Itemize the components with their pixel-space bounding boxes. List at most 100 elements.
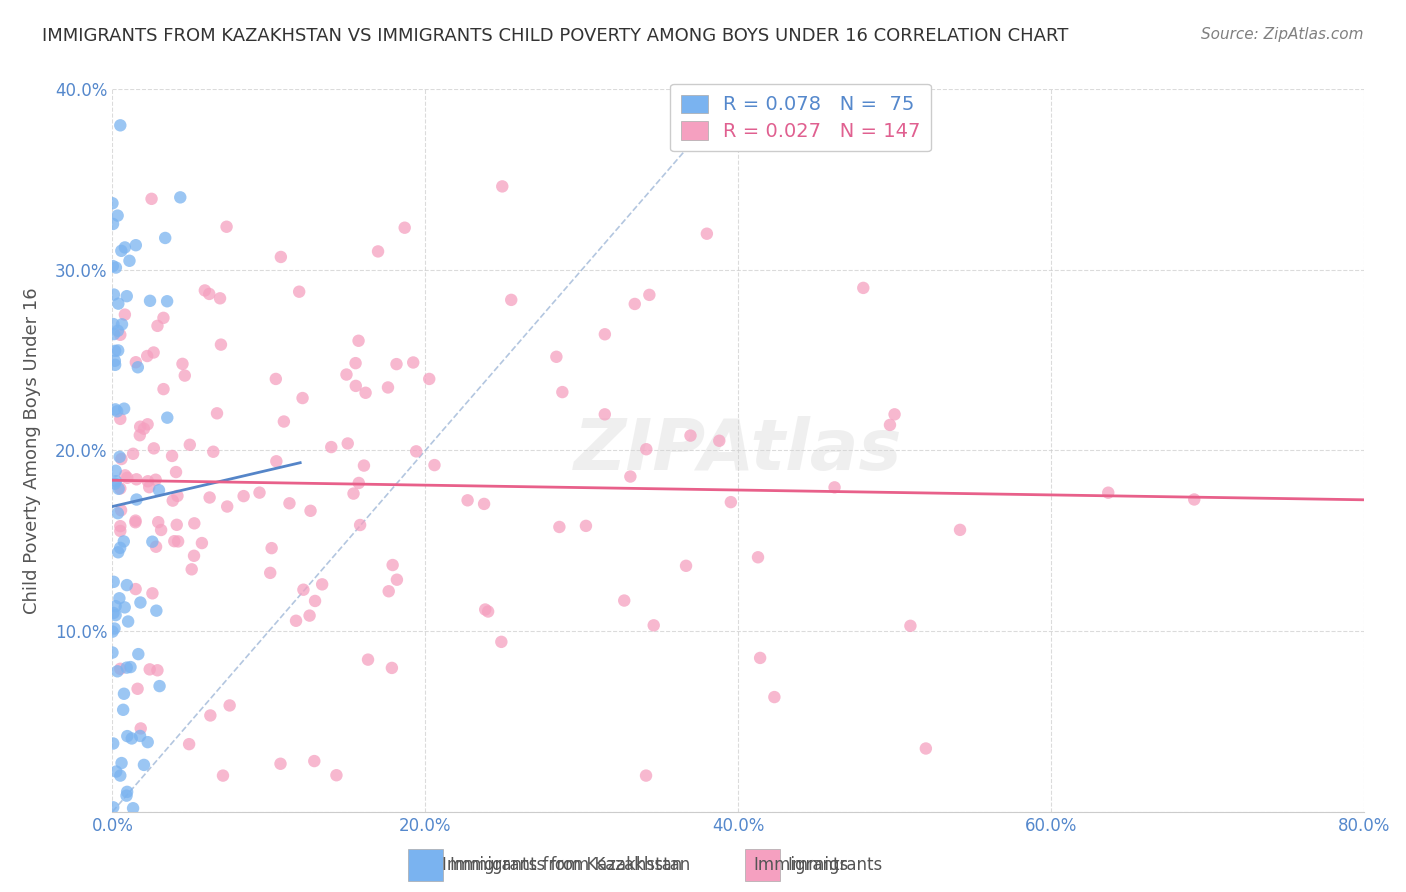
Point xyxy=(136,417,159,432)
Point xyxy=(344,379,367,393)
Point xyxy=(107,209,129,223)
Point xyxy=(148,483,170,498)
Point xyxy=(474,602,496,616)
Point xyxy=(141,586,163,600)
Point xyxy=(852,281,875,295)
Point xyxy=(115,578,138,592)
Point xyxy=(110,118,132,132)
Point xyxy=(110,756,132,770)
Point xyxy=(117,615,139,629)
Point xyxy=(115,289,138,303)
Point xyxy=(104,476,127,491)
Point xyxy=(209,337,232,351)
Legend: R = 0.078   N =  75, R = 0.027   N = 147: R = 0.078 N = 75, R = 0.027 N = 147 xyxy=(671,84,931,152)
Point xyxy=(104,475,127,489)
Point xyxy=(344,356,367,370)
Point xyxy=(117,729,139,743)
Point xyxy=(915,741,938,756)
Point xyxy=(110,482,132,496)
Point xyxy=(593,408,616,422)
Point xyxy=(122,447,145,461)
Point xyxy=(824,480,846,494)
Point xyxy=(501,293,523,307)
Point xyxy=(110,452,132,467)
Point xyxy=(107,506,129,520)
Point xyxy=(205,406,228,420)
Point xyxy=(643,618,665,632)
Text: Immigrants: Immigrants xyxy=(754,856,849,874)
Point xyxy=(636,442,658,457)
Point xyxy=(101,624,124,639)
Point xyxy=(103,287,125,301)
Point xyxy=(114,468,136,483)
Point xyxy=(405,444,427,458)
Point xyxy=(145,473,167,487)
Point xyxy=(105,764,128,779)
Point xyxy=(104,608,127,623)
Point xyxy=(146,663,169,677)
Text: ZIPAtlas: ZIPAtlas xyxy=(574,416,903,485)
Point xyxy=(112,534,135,549)
Point xyxy=(114,600,136,615)
Point xyxy=(127,647,149,661)
Point xyxy=(129,722,152,736)
Point xyxy=(142,345,165,359)
Point xyxy=(638,288,661,302)
Point xyxy=(121,731,143,746)
Y-axis label: Child Poverty Among Boys Under 16: Child Poverty Among Boys Under 16 xyxy=(24,287,41,614)
Point xyxy=(270,250,292,264)
Point xyxy=(110,524,132,538)
Point xyxy=(709,434,731,448)
Point xyxy=(202,444,225,458)
Point xyxy=(148,515,170,529)
Point xyxy=(288,285,311,299)
Point xyxy=(347,475,370,490)
Point xyxy=(136,735,159,749)
Point xyxy=(349,518,371,533)
Point xyxy=(110,244,132,258)
Point xyxy=(127,681,149,696)
Point xyxy=(166,517,188,532)
Point xyxy=(103,574,125,589)
Point xyxy=(104,343,127,358)
Point xyxy=(217,500,239,514)
Point xyxy=(172,357,194,371)
Point xyxy=(273,415,295,429)
Point xyxy=(285,614,308,628)
Point xyxy=(166,489,188,503)
Text: IMMIGRANTS FROM KAZAKHSTAN VS IMMIGRANTS CHILD POVERTY AMONG BOYS UNDER 16 CORRE: IMMIGRANTS FROM KAZAKHSTAN VS IMMIGRANTS… xyxy=(42,27,1069,45)
Point xyxy=(145,540,167,554)
Point xyxy=(457,493,479,508)
Point xyxy=(269,756,291,771)
Point xyxy=(342,486,364,500)
Point xyxy=(160,449,183,463)
Point xyxy=(385,357,408,371)
Point xyxy=(110,503,132,517)
Point xyxy=(156,410,179,425)
Point xyxy=(145,604,167,618)
Point xyxy=(949,523,972,537)
Point xyxy=(138,480,160,494)
Point xyxy=(101,196,124,211)
Point xyxy=(129,419,152,434)
Point xyxy=(385,573,408,587)
Point xyxy=(696,227,718,241)
Point xyxy=(139,293,162,308)
Point xyxy=(101,259,124,273)
Point xyxy=(212,769,235,783)
Point xyxy=(304,594,326,608)
Point xyxy=(749,651,772,665)
Point xyxy=(112,687,135,701)
Point xyxy=(623,297,645,311)
Point xyxy=(114,240,136,254)
Point xyxy=(103,317,125,331)
Point xyxy=(491,179,513,194)
Point xyxy=(150,523,173,537)
Point xyxy=(112,401,135,416)
Point xyxy=(311,577,333,591)
Point xyxy=(679,428,702,442)
Point xyxy=(720,495,742,509)
Point xyxy=(298,608,321,623)
Point xyxy=(472,497,495,511)
Point xyxy=(198,287,221,301)
